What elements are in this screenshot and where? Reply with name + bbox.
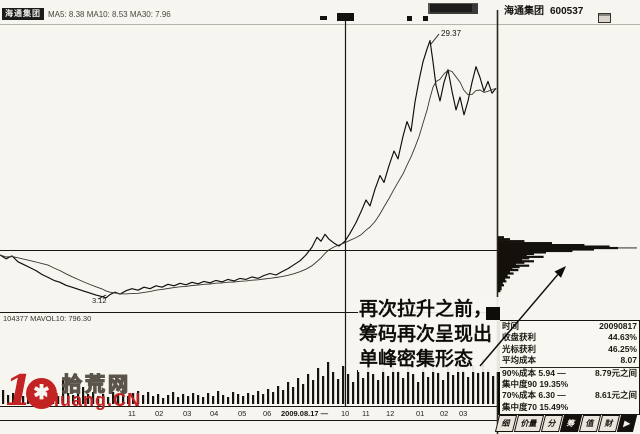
title-stock-code: 600537: [550, 6, 583, 17]
annotation-line-2: 筹码再次呈现出: [358, 322, 500, 347]
chip-stat-row: 光标获利46.25%: [500, 344, 639, 355]
annotation-line-3: 单峰密集形态: [358, 347, 500, 372]
chip-stats-panel: 时间20090817收盘获利44.63%光标获利46.25%平均成本8.0790…: [498, 320, 640, 415]
annotation-line-1: 再次拉升之前，: [358, 297, 500, 322]
title-stock-name: 海通集团: [504, 6, 544, 17]
window-title: 海通集团 600537: [504, 2, 589, 17]
chip-stat-row: 集中度90 19.35%: [500, 379, 639, 390]
mavol-label: 104377 MAVOL10: 796.30: [3, 314, 91, 323]
toolbar-dark-label[interactable]: [428, 3, 478, 14]
x-axis-tick: 11: [362, 409, 370, 418]
x-axis-tick: 12: [386, 409, 394, 418]
x-axis-tick: 10: [341, 409, 349, 418]
chip-annotation-text: 再次拉升之前， 筹码再次呈现出 单峰密集形态: [358, 297, 500, 372]
x-axis-tick: 03: [183, 409, 191, 418]
chip-stat-row: 70%成本 6.30 —8.61元之间: [500, 390, 639, 401]
watermark-domain: Huang.CN: [46, 390, 141, 411]
cursor-date-label: 2009.08.17 —: [281, 409, 328, 418]
chip-stat-row: 平均成本8.07: [500, 355, 639, 367]
chip-stat-row: 时间20090817: [500, 321, 639, 332]
ma-values-label: MA5: 8.38 MA10: 8.53 MA30: 7.96: [48, 10, 171, 19]
chip-stat-row: 收盘获利44.63%: [500, 332, 639, 343]
printer-icon[interactable]: [598, 13, 611, 23]
x-axis-tick: 04: [210, 409, 218, 418]
trading-app-screen: 海通集团 MA5: 8.38 MA10: 8.53 MA30: 7.96 海通集…: [0, 0, 640, 434]
x-axis-tick: 03: [459, 409, 467, 418]
x-axis-tick: 06: [263, 409, 271, 418]
x-axis-tick: 01: [416, 409, 424, 418]
watermark-logo: 1 ✱ 拾荒网 Huang.CN: [2, 366, 142, 428]
panel-tab-bar: 细价量分筹值财▶: [497, 415, 639, 432]
low-price-label: 3.12: [92, 296, 107, 305]
chip-stat-row: 集中度70 15.49%: [500, 402, 639, 413]
x-axis-tick: 02: [440, 409, 448, 418]
x-axis-tick: 02: [155, 409, 163, 418]
stock-name-badge: 海通集团: [2, 8, 44, 20]
peak-price-label: 29.37: [441, 29, 461, 38]
panel-tab-▶[interactable]: ▶: [617, 415, 637, 432]
chip-stat-row: 90%成本 5.94 —8.79元之间: [500, 368, 639, 379]
panel-tab-价量[interactable]: 价量: [514, 415, 544, 432]
x-axis-tick: 05: [238, 409, 246, 418]
